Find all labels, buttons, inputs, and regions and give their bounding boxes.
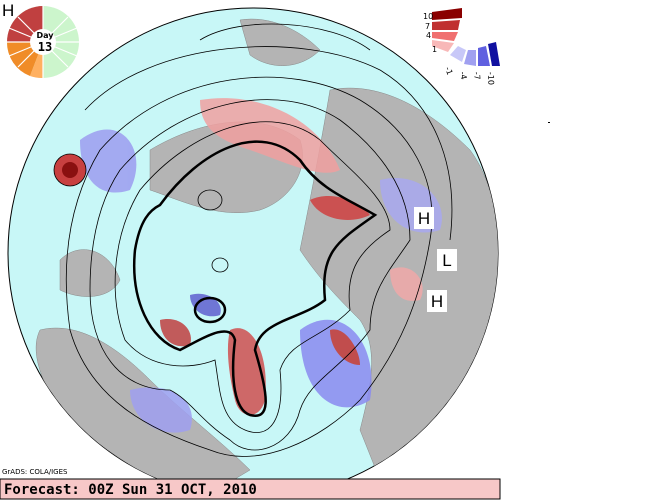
day-word: Day xyxy=(36,31,54,40)
scale-label: -7 xyxy=(472,71,482,80)
high-label: H xyxy=(418,209,430,228)
scale-label: -10 xyxy=(486,72,495,85)
dot xyxy=(548,122,550,123)
scale-label: 4 xyxy=(426,31,431,40)
scale-label: -4 xyxy=(458,71,468,80)
day-number: 13 xyxy=(38,40,52,54)
corner-label: H xyxy=(2,1,14,20)
day-wheel: Day 13 xyxy=(6,6,79,79)
contours xyxy=(65,23,453,457)
high-label: H xyxy=(431,292,443,311)
color-scale-labels: 10 7 4 1 -1 -4 -7 -10 xyxy=(423,12,495,85)
low-label: L xyxy=(442,251,451,270)
forecast-text: Forecast: 00Z Sun 31 OCT, 2010 xyxy=(4,482,257,498)
anomaly-shading xyxy=(80,98,442,433)
forecast-bar xyxy=(0,478,501,500)
scale-label: 7 xyxy=(425,22,430,31)
color-scale xyxy=(432,8,500,66)
low-core xyxy=(62,162,78,178)
scale-label: -1 xyxy=(443,66,454,77)
label-box xyxy=(437,249,457,271)
credit: GrADS: COLA/IGES xyxy=(2,468,68,476)
scale-label: 10 xyxy=(423,12,433,21)
label-box xyxy=(414,207,434,229)
map-layers xyxy=(35,18,498,498)
scale-label: 1 xyxy=(432,45,437,54)
label-box xyxy=(427,290,447,312)
